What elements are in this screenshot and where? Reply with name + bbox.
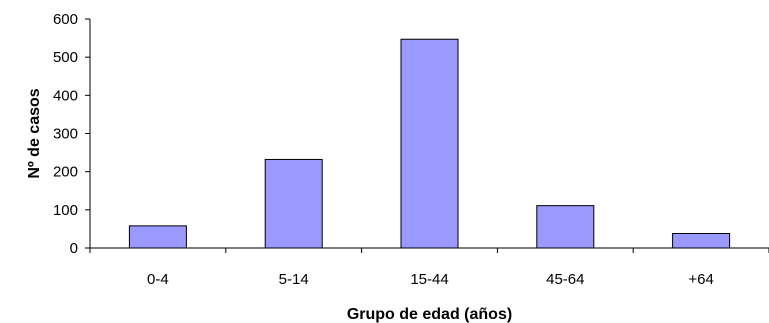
y-axis-title: Nº de casos [26,88,43,178]
bars-group [128,38,731,249]
x-axis-title: Grupo de edad (años) [347,306,512,323]
x-tick-label: 5-14 [279,271,309,288]
x-tick-label: 15-44 [410,271,448,288]
bar-0-4 [128,225,187,249]
x-tick-label: 0-4 [147,271,169,288]
y-tick-label: 600 [53,11,78,28]
y-tick-label: 200 [53,164,78,181]
y-tick-label: 400 [53,87,78,104]
y-ticks-group: 0 100 200 300 400 500 600 [53,11,90,257]
bar-15-44 [400,38,459,249]
bar-5-14 [264,158,323,249]
x-tick-label: 45-64 [546,271,584,288]
y-tick-label: 300 [53,126,78,143]
bar-45-64 [536,205,595,249]
y-tick-label: 500 [53,49,78,66]
y-tick-label: 0 [70,240,78,257]
x-tick-label: +64 [688,271,713,288]
bar-+64 [672,232,731,249]
x-ticks-group: 0-4 5-14 15-44 45-64 +64 [89,248,769,288]
y-tick-label: 100 [53,202,78,219]
